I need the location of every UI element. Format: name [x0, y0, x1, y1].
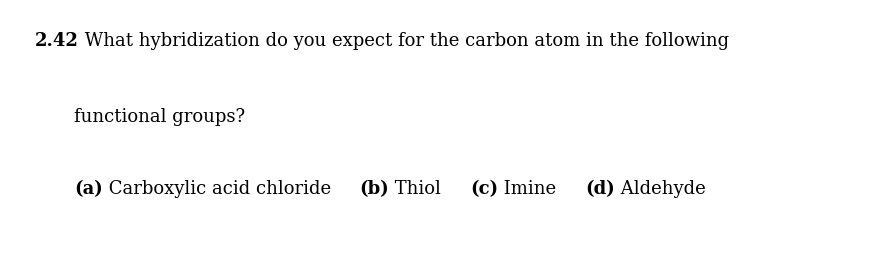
Text: (a): (a)	[74, 180, 103, 198]
Text: 2.42: 2.42	[35, 32, 78, 50]
Text: (b): (b)	[360, 180, 390, 198]
Text: (d): (d)	[585, 180, 615, 198]
Text: Imine: Imine	[498, 180, 556, 198]
Text: functional groups?: functional groups?	[74, 108, 245, 126]
Text: (c): (c)	[470, 180, 498, 198]
Text: Carboxylic acid chloride: Carboxylic acid chloride	[103, 180, 331, 198]
Text: What hybridization do you expect for the carbon atom in the following: What hybridization do you expect for the…	[78, 32, 729, 50]
Text: Aldehyde: Aldehyde	[615, 180, 705, 198]
Text: Thiol: Thiol	[390, 180, 441, 198]
